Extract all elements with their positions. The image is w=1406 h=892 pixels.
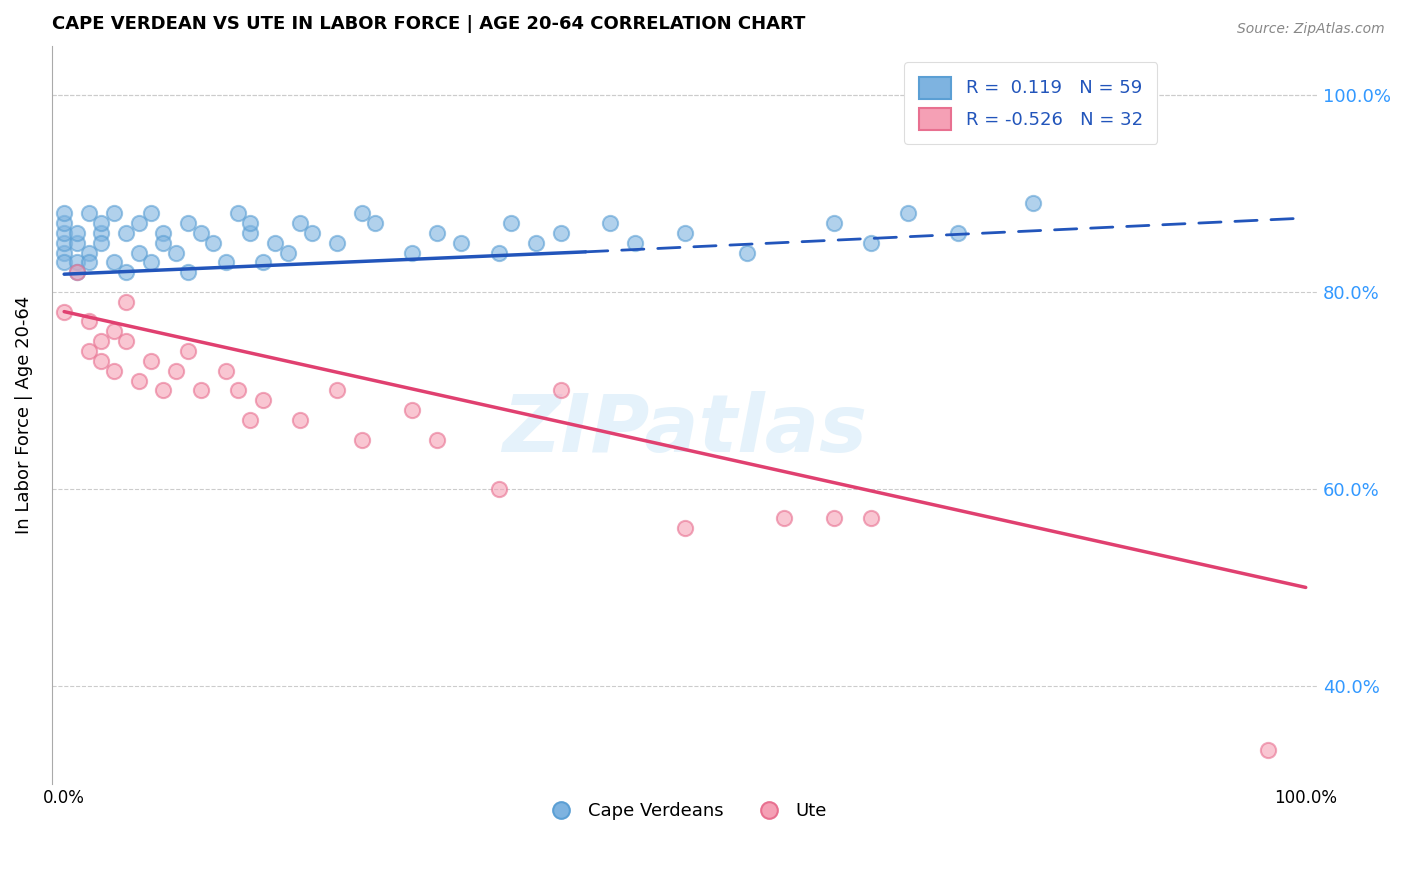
- Point: [239, 413, 262, 427]
- Point: [401, 245, 423, 260]
- Point: [190, 226, 212, 240]
- Point: [860, 511, 883, 525]
- Point: [77, 314, 100, 328]
- Point: [115, 226, 138, 240]
- Point: [1257, 743, 1279, 757]
- Point: [226, 384, 249, 398]
- Point: [599, 216, 621, 230]
- Point: [128, 216, 150, 230]
- Point: [90, 354, 112, 368]
- Point: [352, 433, 374, 447]
- Point: [288, 216, 311, 230]
- Point: [103, 324, 125, 338]
- Point: [139, 354, 162, 368]
- Point: [673, 226, 696, 240]
- Point: [115, 294, 138, 309]
- Point: [65, 255, 87, 269]
- Point: [53, 226, 76, 240]
- Point: [90, 334, 112, 348]
- Point: [65, 226, 87, 240]
- Point: [90, 216, 112, 230]
- Point: [128, 245, 150, 260]
- Point: [264, 235, 287, 250]
- Point: [524, 235, 547, 250]
- Text: CAPE VERDEAN VS UTE IN LABOR FORCE | AGE 20-64 CORRELATION CHART: CAPE VERDEAN VS UTE IN LABOR FORCE | AGE…: [52, 15, 806, 33]
- Point: [1021, 196, 1043, 211]
- Point: [115, 334, 138, 348]
- Point: [450, 235, 472, 250]
- Point: [53, 245, 76, 260]
- Point: [77, 245, 100, 260]
- Point: [65, 265, 87, 279]
- Point: [152, 384, 174, 398]
- Point: [103, 206, 125, 220]
- Point: [488, 482, 510, 496]
- Point: [946, 226, 969, 240]
- Point: [823, 216, 845, 230]
- Point: [773, 511, 796, 525]
- Point: [202, 235, 225, 250]
- Point: [90, 226, 112, 240]
- Point: [401, 403, 423, 417]
- Point: [550, 226, 572, 240]
- Point: [53, 255, 76, 269]
- Point: [735, 245, 758, 260]
- Point: [65, 235, 87, 250]
- Point: [165, 245, 187, 260]
- Point: [65, 265, 87, 279]
- Point: [326, 235, 349, 250]
- Point: [823, 511, 845, 525]
- Point: [352, 206, 374, 220]
- Point: [277, 245, 299, 260]
- Point: [252, 393, 274, 408]
- Text: ZIPatlas: ZIPatlas: [502, 391, 868, 469]
- Point: [214, 364, 236, 378]
- Point: [288, 413, 311, 427]
- Point: [77, 206, 100, 220]
- Point: [239, 226, 262, 240]
- Point: [128, 374, 150, 388]
- Point: [103, 255, 125, 269]
- Point: [326, 384, 349, 398]
- Point: [152, 235, 174, 250]
- Point: [673, 521, 696, 535]
- Point: [426, 433, 449, 447]
- Point: [90, 235, 112, 250]
- Point: [624, 235, 647, 250]
- Point: [226, 206, 249, 220]
- Point: [426, 226, 449, 240]
- Text: Source: ZipAtlas.com: Source: ZipAtlas.com: [1237, 22, 1385, 37]
- Point: [190, 384, 212, 398]
- Point: [152, 226, 174, 240]
- Point: [239, 216, 262, 230]
- Point: [139, 206, 162, 220]
- Point: [53, 216, 76, 230]
- Point: [53, 304, 76, 318]
- Point: [252, 255, 274, 269]
- Point: [165, 364, 187, 378]
- Point: [77, 344, 100, 359]
- Point: [115, 265, 138, 279]
- Legend: Cape Verdeans, Ute: Cape Verdeans, Ute: [536, 795, 834, 827]
- Point: [53, 235, 76, 250]
- Point: [301, 226, 323, 240]
- Point: [177, 216, 200, 230]
- Point: [177, 265, 200, 279]
- Point: [860, 235, 883, 250]
- Point: [363, 216, 385, 230]
- Point: [103, 364, 125, 378]
- Point: [53, 206, 76, 220]
- Y-axis label: In Labor Force | Age 20-64: In Labor Force | Age 20-64: [15, 296, 32, 534]
- Point: [139, 255, 162, 269]
- Point: [897, 206, 920, 220]
- Point: [77, 255, 100, 269]
- Point: [214, 255, 236, 269]
- Point: [550, 384, 572, 398]
- Point: [177, 344, 200, 359]
- Point: [501, 216, 523, 230]
- Point: [488, 245, 510, 260]
